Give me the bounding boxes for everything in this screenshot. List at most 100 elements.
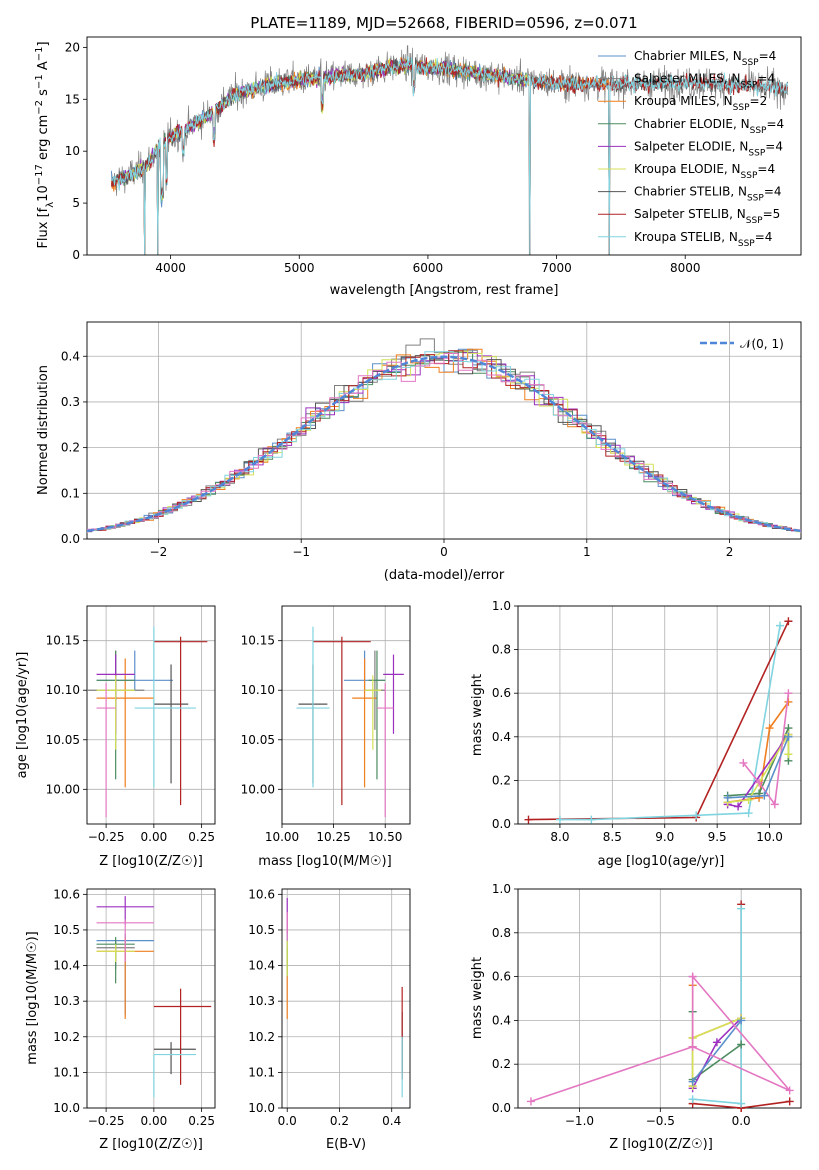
legend-label-tail: =4 (757, 72, 775, 86)
x-tick-label: −2 (150, 545, 168, 559)
weight-marker (734, 802, 743, 811)
ylabel-part: 10 (36, 185, 51, 202)
legend-label-sub: SSP (750, 126, 767, 136)
weight-marker (737, 904, 746, 913)
legend-label-tail: =4 (765, 139, 783, 153)
age-z-axes: −0.25 0.00 0.25 10.00 10.05 10.10 10.15 (46, 605, 216, 844)
age-z-ylabel: age [log10(age/yr)] (15, 652, 30, 779)
weight-marker (688, 972, 697, 981)
weight-marker (688, 1077, 697, 1086)
mw-age-ylabel: mass weight (470, 674, 485, 756)
legend-label-name: Salpeter ELODIE, N (634, 139, 748, 153)
axes-frame (517, 888, 802, 1109)
y-tick-label: 10.5 (248, 923, 275, 937)
legend-label-tail: =4 (757, 162, 775, 176)
age-vs-metallicity-panel: Z [log10(Z/Z☉)] age [log10(age/yr)] −0.2… (15, 605, 216, 869)
y-tick-label: 0.6 (492, 970, 511, 984)
legend-label: Kroupa STELIB, NSSP=4 (634, 230, 772, 249)
x-tick-label: 4000 (155, 261, 186, 275)
weight-marker (692, 811, 701, 820)
y-tick-label: 10.0 (53, 1101, 80, 1115)
weight-marker (770, 800, 779, 809)
weight-marker (760, 791, 769, 800)
axes-frame (281, 888, 411, 1109)
weight-marker (784, 689, 793, 698)
spectrum-series (110, 45, 789, 255)
y-tick-label: 1.0 (492, 882, 511, 896)
axes-frame (517, 605, 802, 825)
y-tick-label: 10.05 (241, 733, 275, 747)
ylabel-part: erg cm (36, 115, 51, 164)
legend-label: Chabrier ELODIE, NSSP=4 (634, 117, 784, 136)
weight-marker (688, 1095, 697, 1104)
legend-label: Kroupa MILES, NSSP=2 (634, 94, 767, 113)
legend-label: Salpeter MILES, NSSP=4 (634, 72, 775, 91)
x-tick-label: 0.00 (141, 830, 168, 844)
axes-frame (86, 888, 216, 1109)
y-tick-label: 10.05 (46, 733, 80, 747)
axes-frame (86, 36, 802, 256)
y-tick-label: 0.0 (492, 1101, 511, 1115)
ylabel-part: −2 (34, 100, 45, 115)
massweight-vs-metallicity-panel: Z [log10(Z/Z☉)] mass weight −1.0 −0.5 0.0 0… (470, 882, 802, 1152)
legend-label-name: Kroupa MILES, N (634, 94, 733, 108)
mw-age-xlabel: age [log10(age/yr)] (598, 854, 725, 869)
x-tick-label: 0.0 (732, 1114, 751, 1128)
histogram-axes: −2 −1 0 1 2 0.0 0.1 0.2 0.3 0.4 (61, 321, 802, 559)
weight-marker (587, 815, 596, 824)
age-mass-xlabel: mass [log10(M/M☉)] (258, 854, 391, 869)
normal-legend-label: 𝒩(0, 1) (740, 337, 784, 351)
legend-label-sub: SSP (747, 194, 764, 204)
legend-label-tail: =5 (763, 207, 781, 221)
y-tick-label: 10.00 (241, 782, 275, 796)
weight-marker (524, 815, 533, 824)
x-tick-label: −0.5 (646, 1114, 675, 1128)
mass-vs-ebv-panel: E(B-V) 0.0 0.2 0.4 10.0 10.1 10.2 10.3 10.4 10.5… (248, 887, 411, 1152)
histogram-ylabel: Normed distribution (36, 365, 51, 495)
ylabel-part: A (36, 61, 51, 74)
mass-z-xlabel: Z [log10(Z/Z☉)] (99, 1137, 203, 1152)
mw-age-axes: 8.0 8.5 9.0 9.5 10.0 0.0 0.2 0.4 0.6 0.8 1.0 (492, 599, 802, 844)
x-tick-label: 0.2 (330, 1114, 349, 1128)
x-tick-label: −1 (292, 545, 310, 559)
y-tick-label: 10 (65, 144, 80, 158)
legend-label-tail: =2 (750, 94, 768, 108)
y-tick-label: 0.4 (492, 1013, 511, 1027)
axes-frame (281, 605, 411, 825)
weight-line (727, 731, 790, 803)
x-tick-label: 0.25 (188, 830, 215, 844)
x-tick-label: 0.0 (278, 1114, 297, 1128)
y-tick-label: 10.1 (248, 1065, 275, 1079)
x-tick-label: 8000 (670, 261, 701, 275)
weight-marker (526, 1097, 535, 1106)
weight-marker (744, 809, 753, 818)
x-tick-label: 5000 (284, 261, 315, 275)
y-tick-label: 10.10 (241, 683, 275, 697)
weight-marker (785, 1097, 794, 1106)
spectrum-panel: PLATE=1189, MJD=52668, FIBERID=0596, z=0… (34, 14, 802, 298)
weight-marker (712, 1038, 721, 1047)
mass-z-ylabel: mass [log10(M/M☉)] (25, 931, 40, 1064)
y-tick-label: 10.15 (46, 634, 80, 648)
x-tick-label: 10.50 (368, 830, 402, 844)
y-tick-label: 0.2 (492, 1057, 511, 1071)
mass-ebv-axes: 0.0 0.2 0.4 10.0 10.1 10.2 10.3 10.4 10.5 10.6 (248, 887, 411, 1128)
legend-label-tail: =4 (755, 230, 773, 244)
x-tick-label: 0.4 (382, 1114, 401, 1128)
histogram-xlabel: (data-model)/error (384, 568, 505, 583)
y-tick-label: 1.0 (492, 599, 511, 613)
axes-frame (86, 605, 216, 825)
y-tick-label: 10.00 (46, 782, 80, 796)
legend-label-sub: SSP (733, 103, 750, 113)
y-tick-label: 10.3 (248, 994, 275, 1008)
legend-label-name: Chabrier MILES, N (634, 49, 742, 63)
weight-marker (785, 1086, 794, 1095)
age-vs-mass-panel: mass [log10(M/M☉)] 10.00 10.25 10.5010.001… (241, 605, 411, 869)
age-z-xlabel: Z [log10(Z/Z☉)] (99, 854, 203, 869)
normal-reference-curve (87, 355, 801, 533)
legend-label: Chabrier MILES, NSSP=4 (634, 49, 776, 68)
ylabel-part: λ (45, 202, 56, 208)
legend-label-tail: =4 (759, 49, 777, 63)
